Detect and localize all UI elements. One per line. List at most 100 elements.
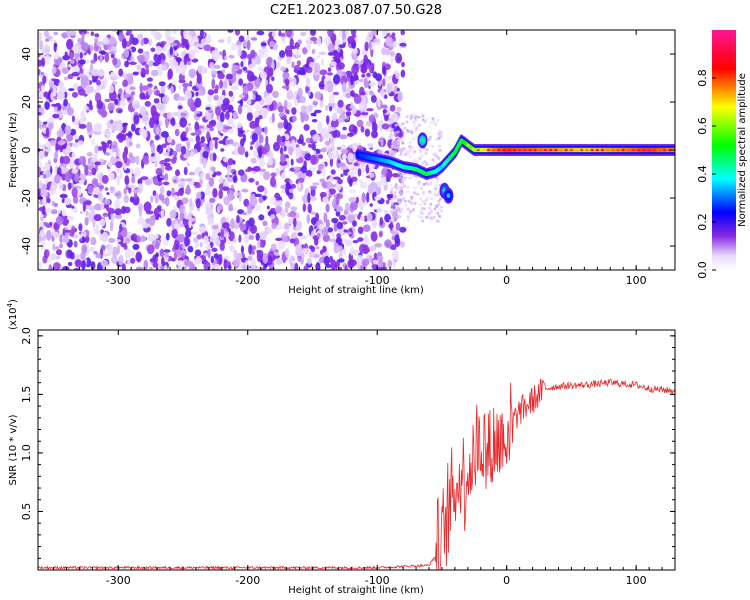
heatmap-noise-cell (72, 65, 80, 74)
heatmap-noise-cell (381, 123, 390, 130)
heatmap-noise-cell (374, 243, 383, 248)
heatmap-noise-cell (389, 131, 393, 140)
heatmap-noise-cell (93, 251, 98, 255)
heatmap-noise-cell (246, 40, 251, 51)
heatmap-noise-cell (317, 233, 321, 238)
heatmap-noise-cell (329, 238, 336, 243)
heatmap-noise-cell (119, 170, 123, 180)
heatmap-noise-cell (52, 231, 59, 238)
heatmap-noise-cell (313, 150, 317, 156)
heatmap-noise-cell (428, 125, 432, 129)
heatmap-noise-cell (177, 218, 182, 224)
heatmap-signal-peak (637, 148, 641, 152)
heatmap-noise-cell (265, 227, 273, 234)
heatmap-noise-cell (101, 142, 110, 149)
heatmap-noise-cell (301, 248, 308, 254)
heatmap-noise-cell (163, 162, 171, 167)
heatmap-noise-cell (424, 152, 428, 155)
heatmap-noise-cell (94, 145, 99, 154)
heatmap-noise-cell (135, 155, 140, 165)
heatmap-noise-cell (263, 108, 268, 119)
snr-x-tick-label: -300 (106, 574, 131, 587)
heatmap-noise-cell (100, 185, 104, 190)
heatmap-noise-cell (428, 211, 432, 215)
heatmap-noise-cell (59, 127, 62, 131)
heatmap-noise-cell (223, 259, 228, 270)
heatmap-noise-cell (139, 106, 147, 116)
heatmap-noise-cell (396, 57, 401, 61)
heatmap-noise-cell (291, 260, 298, 264)
heatmap-noise-cell (409, 116, 413, 120)
heatmap-noise-cell (109, 150, 114, 156)
heatmap-noise-cell (404, 152, 408, 156)
svg-text:(x104): (x104) (6, 299, 19, 330)
heatmap-noise-cell (266, 205, 270, 210)
heatmap-noise-cell (89, 246, 95, 252)
heatmap-noise-cell (251, 250, 255, 255)
heatmap-noise-cell (436, 191, 440, 195)
heatmap-noise-cell (194, 249, 202, 257)
heatmap-noise-cell (223, 233, 230, 238)
heatmap-noise-cell (376, 208, 383, 213)
heatmap-noise-cell (353, 213, 358, 218)
heatmap-noise-cell (440, 209, 444, 213)
heatmap-noise-cell (397, 115, 401, 119)
heatmap-noise-cell (390, 119, 394, 123)
heatmap-noise-cell (94, 33, 100, 38)
heatmap-noise-cell (155, 214, 160, 221)
heatmap-noise-cell (274, 200, 282, 207)
heatmap-noise-cell (367, 183, 375, 195)
heatmap-noise-cell (57, 90, 65, 101)
heatmap-noise-cell (369, 245, 377, 252)
heatmap-noise-cell (117, 230, 122, 239)
heatmap-noise-cell (434, 204, 438, 208)
heatmap-noise-cell (205, 106, 211, 111)
heatmap-noise-cell (63, 98, 68, 107)
heatmap-noise-cell (141, 85, 149, 91)
heatmap-noise-cell (305, 170, 313, 178)
heatmap-noise-cell (396, 87, 400, 92)
heatmap-noise-cell (152, 61, 160, 67)
heatmap-noise-cell (343, 229, 349, 233)
heatmap-noise-cell (87, 185, 94, 194)
heatmap-noise-cell (393, 133, 397, 137)
heatmap-noise-cell (246, 112, 253, 121)
heatmap-noise-cell (418, 147, 422, 151)
heatmap-noise-cell (401, 141, 405, 145)
heatmap-noise-cell (271, 222, 277, 230)
heatmap-noise-cell (209, 61, 215, 69)
heatmap-noise-cell (370, 62, 375, 72)
heatmap-noise-cell (188, 34, 193, 46)
heatmap-noise-cell (59, 234, 63, 244)
heatmap-noise-cell (95, 223, 100, 234)
heatmap-noise-cell (307, 203, 312, 214)
heatmap-noise-cell (130, 257, 136, 264)
heatmap-noise-cell (154, 193, 159, 204)
heatmap-noise-cell (232, 238, 237, 243)
heatmap-noise-cell (390, 54, 394, 64)
heatmap-noise-cell (419, 150, 423, 153)
heatmap-noise-cell (52, 243, 56, 251)
heatmap-noise-cell (385, 36, 393, 47)
heatmap-noise-cell (290, 206, 298, 211)
heatmap-noise-cell (77, 37, 83, 44)
heatmap-noise-cell (61, 67, 69, 74)
heatmap-noise-cell (228, 231, 235, 242)
heatmap-noise-cell (254, 116, 260, 125)
heatmap-noise-cell (156, 66, 161, 72)
heatmap-noise-cell (240, 61, 244, 68)
heatmap-noise-cell (381, 47, 387, 56)
heatmap-noise-cell (394, 204, 398, 208)
heatmap-noise-cell (104, 187, 109, 191)
heatmap-noise-cell (360, 201, 369, 206)
heatmap-noise-cell (439, 134, 443, 138)
heatmap-noise-cell (438, 148, 442, 152)
heatmap-noise-cell (327, 67, 332, 72)
heatmap-noise-cell (374, 195, 382, 201)
heatmap-noise-cell (318, 223, 325, 230)
heatmap-noise-cell (415, 135, 419, 139)
heatmap-signal-peak (492, 148, 496, 152)
heatmap-noise-cell (267, 157, 273, 166)
heatmap-noise-cell (307, 36, 311, 44)
heatmap-noise-cell (220, 111, 225, 123)
